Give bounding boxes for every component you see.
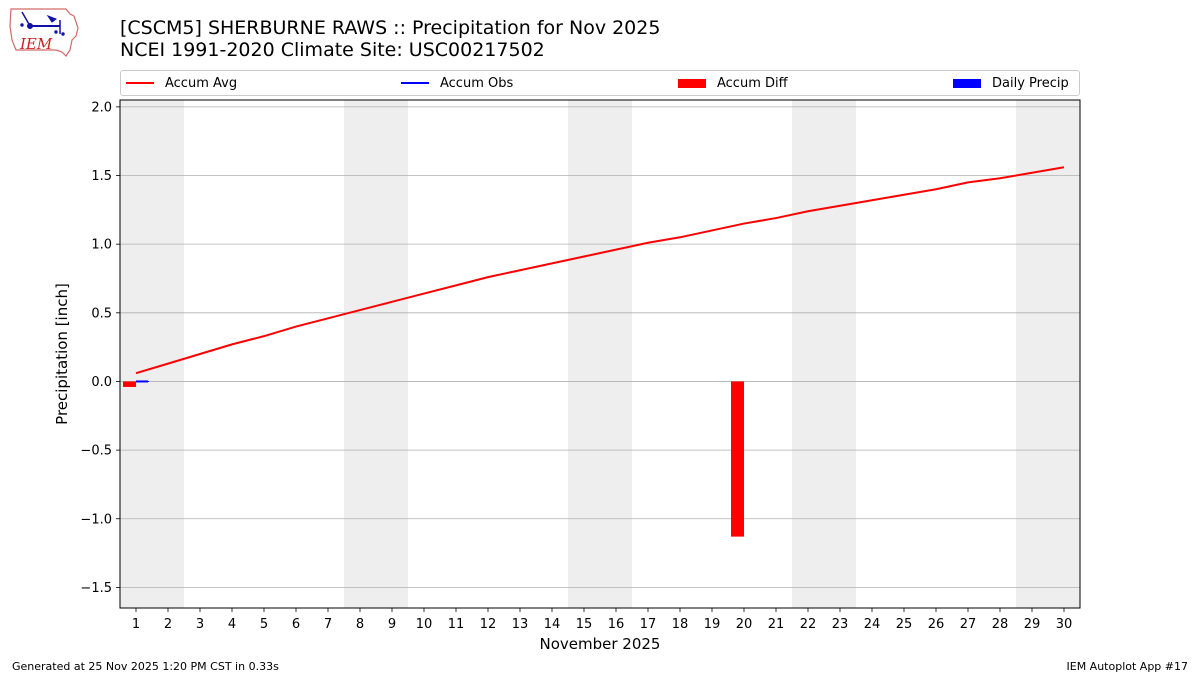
- x-tick-label: 22: [800, 617, 817, 632]
- x-tick-label: 7: [324, 617, 332, 632]
- y-tick-label: −1.0: [80, 512, 112, 527]
- weather-station-icon: [20, 11, 65, 36]
- x-tick-label: 29: [1024, 617, 1041, 632]
- title-line-2: NCEI 1991-2020 Climate Site: USC00217502: [120, 39, 545, 61]
- y-tick-label: 1.0: [91, 238, 112, 253]
- y-tick-label: −1.5: [80, 581, 112, 596]
- x-tick-label: 27: [960, 617, 977, 632]
- legend-label-accum-obs: Accum Obs: [440, 75, 514, 91]
- accum-diff-bar: [731, 381, 744, 537]
- x-tick-label: 16: [608, 617, 625, 632]
- x-tick-label: 6: [292, 617, 300, 632]
- weekend-band: [792, 100, 856, 608]
- x-tick-label: 15: [576, 617, 593, 632]
- legend-label-accum-diff: Accum Diff: [717, 75, 788, 91]
- x-tick-label: 3: [196, 617, 204, 632]
- x-tick-label: 12: [480, 617, 497, 632]
- y-tick-label: −0.5: [80, 444, 112, 459]
- x-tick-label: 17: [640, 617, 657, 632]
- title-line-1: [CSCM5] SHERBURNE RAWS :: Precipitation …: [120, 17, 661, 39]
- x-tick-label: 8: [356, 617, 364, 632]
- legend-item-accum-avg: Accum Avg: [126, 71, 237, 95]
- plot-frame: [119, 99, 1081, 609]
- x-tick-label: 10: [416, 617, 433, 632]
- y-tick-label: 0.5: [91, 306, 112, 321]
- legend-item-daily-precip: Daily Precip: [953, 71, 1069, 95]
- accum-avg-line: [135, 166, 1065, 375]
- x-tick-label: 13: [512, 617, 529, 632]
- weekend-band: [1016, 100, 1080, 608]
- x-tick-label: 9: [388, 617, 396, 632]
- x-tick-label: 14: [544, 617, 561, 632]
- x-tick-label: 5: [260, 617, 268, 632]
- x-tick-label: 4: [228, 617, 236, 632]
- x-axis-label: November 2025: [540, 635, 661, 653]
- legend: Accum Avg Accum Obs Accum Diff Daily Pre…: [120, 70, 1080, 96]
- legend-item-accum-obs: Accum Obs: [401, 71, 513, 95]
- y-tick-label: 2.0: [91, 100, 112, 115]
- x-tick-label: 18: [672, 617, 689, 632]
- x-tick-label: 23: [832, 617, 849, 632]
- x-tick-label: 2: [164, 617, 172, 632]
- legend-swatch-accum-obs: [401, 82, 429, 84]
- legend-swatch-daily-precip: [953, 78, 981, 88]
- legend-label-daily-precip: Daily Precip: [992, 75, 1069, 91]
- weekend-band: [568, 100, 632, 608]
- footer-app: IEM Autoplot App #17: [1066, 660, 1189, 673]
- y-axis-label: Precipitation [inch]: [53, 283, 71, 425]
- x-tick-label: 24: [864, 617, 881, 632]
- legend-label-accum-avg: Accum Avg: [165, 75, 238, 91]
- logo-text: IEM: [19, 35, 53, 53]
- weekend-band: [120, 100, 184, 608]
- accum-diff-bar: [123, 381, 136, 387]
- x-tick-label: 30: [1056, 617, 1073, 632]
- y-tick-label: 1.5: [91, 169, 112, 184]
- x-tick-label: 21: [768, 617, 785, 632]
- iowa-state-outline: [9, 8, 79, 57]
- y-tick-label: 0.0: [91, 375, 112, 390]
- x-tick-label: 28: [992, 617, 1009, 632]
- x-tick-label: 20: [736, 617, 753, 632]
- iem-logo: IEM: [9, 8, 79, 57]
- footer-generated: Generated at 25 Nov 2025 1:20 PM CST in …: [12, 660, 279, 673]
- chart-title: [CSCM5] SHERBURNE RAWS :: Precipitation …: [120, 17, 660, 61]
- x-tick-label: 1: [132, 617, 140, 632]
- x-tick-label: 11: [448, 617, 465, 632]
- legend-swatch-accum-diff: [678, 78, 706, 88]
- x-tick-label: 26: [928, 617, 945, 632]
- weekend-band: [344, 100, 408, 608]
- legend-item-accum-diff: Accum Diff: [678, 71, 788, 95]
- x-tick-label: 25: [896, 617, 913, 632]
- legend-swatch-accum-avg: [126, 82, 154, 84]
- x-tick-label: 19: [704, 617, 721, 632]
